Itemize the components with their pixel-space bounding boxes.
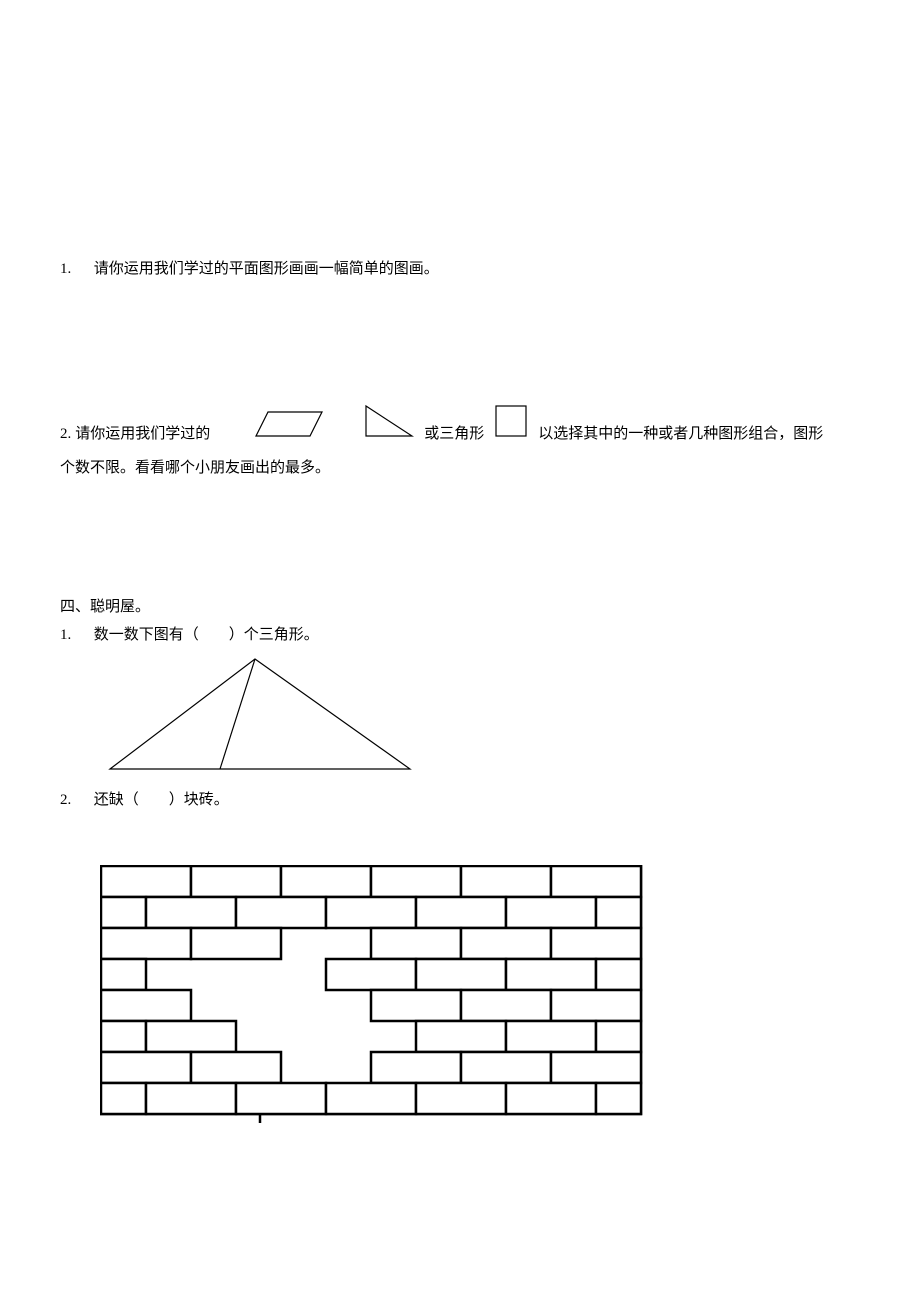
section-4-heading: 四、聪明屋。 [60, 593, 860, 622]
triangle-figure [100, 654, 860, 783]
question-1: 1. 请你运用我们学过的平面图形画画一幅简单的图画。 [60, 255, 860, 284]
right-triangle-icon [364, 404, 414, 449]
question-2-line2: 个数不限。看看哪个小朋友画出的最多。 [60, 454, 860, 483]
section-4-q2-after: ）块砖。 [169, 792, 229, 808]
spacer [75, 621, 90, 650]
section-4-q1-number: 1. [60, 627, 71, 643]
question-2-suffix: 以选择其中的一种或者几种图形组合，图形 [538, 420, 823, 449]
section-4-q2-before: 还缺（ [94, 792, 139, 808]
question-2-line1: 2. 请你运用我们学过的 或三角形 以选择其中的一种或者几种图形组合，图形 [60, 404, 860, 449]
section-4-q1-before: 数一数下图有（ [94, 627, 199, 643]
question-2: 2. 请你运用我们学过的 或三角形 以选择其中的一种或者几种图形组合，图形 个 [60, 404, 860, 483]
worksheet-page: 1. 请你运用我们学过的平面图形画画一幅简单的图画。 2. 请你运用我们学过的 … [0, 0, 920, 1195]
section-4-q2: 2. 还缺（ ）块砖。 [60, 786, 860, 815]
section-4-q1: 1. 数一数下图有（ ）个三角形。 [60, 621, 860, 650]
brick-wall-figure [100, 865, 860, 1136]
spacer [75, 786, 90, 815]
section-4-q2-blank [139, 792, 169, 808]
question-1-text: 请你运用我们学过的平面图形画画一幅简单的图画。 [94, 261, 439, 277]
section-4-q1-after: ）个三角形。 [229, 627, 319, 643]
question-2-prefix: 请你运用我们学过的 [75, 420, 210, 449]
question-2-number: 2. [60, 420, 71, 449]
square-icon [494, 404, 528, 449]
question-1-number: 1. [60, 261, 71, 277]
section-4-q1-blank [199, 627, 229, 643]
section-4-q2-number: 2. [60, 792, 71, 808]
spacer [75, 255, 90, 284]
parallelogram-icon [254, 410, 324, 449]
section-4: 四、聪明屋。 1. 数一数下图有（ ）个三角形。 2. 还缺（ ）块砖。 [60, 593, 860, 1136]
question-2-mid: 或三角形 [424, 420, 484, 449]
